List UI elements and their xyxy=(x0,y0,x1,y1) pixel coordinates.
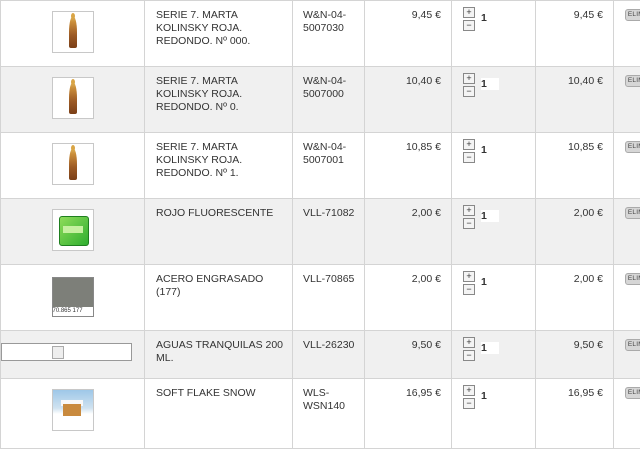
increment-button[interactable]: + xyxy=(463,139,475,150)
quantity-stepper[interactable]: + − 1 xyxy=(463,385,535,409)
quantity-input[interactable]: 1 xyxy=(481,144,499,156)
quantity-input[interactable]: 1 xyxy=(481,276,499,288)
line-total: 9,45 € xyxy=(536,1,614,67)
table-row: ROJO FLUORESCENTE VLL-71082 2,00 € + − 1… xyxy=(1,199,640,265)
product-ref: W&N-04-5007001 xyxy=(293,133,365,199)
unit-price: 9,50 € xyxy=(365,331,452,379)
decrement-button[interactable]: − xyxy=(463,284,475,295)
quantity-stepper[interactable]: + − 1 xyxy=(463,73,535,97)
decrement-button[interactable]: − xyxy=(463,398,475,409)
decrement-button[interactable]: − xyxy=(463,20,475,31)
remove-button[interactable]: ELIMINAR xyxy=(625,141,640,153)
table-row: SERIE 7. MARTA KOLINSKY ROJA. REDONDO. N… xyxy=(1,1,640,67)
quantity-stepper[interactable]: + − 1 xyxy=(463,271,535,295)
quantity-input[interactable]: 1 xyxy=(481,210,499,222)
line-total: 2,00 € xyxy=(536,265,614,331)
quantity-stepper[interactable]: + − 1 xyxy=(463,337,535,361)
increment-button[interactable]: + xyxy=(463,271,475,282)
line-total: 10,85 € xyxy=(536,133,614,199)
unit-price: 10,85 € xyxy=(365,133,452,199)
line-total: 9,50 € xyxy=(536,331,614,379)
line-total: 16,95 € xyxy=(536,379,614,449)
product-ref: W&N-04-5007030 xyxy=(293,1,365,67)
line-total: 10,40 € xyxy=(536,67,614,133)
quantity-stepper[interactable]: + − 1 xyxy=(463,7,535,31)
product-ref: VLL-70865 xyxy=(293,265,365,331)
remove-button[interactable]: ELIMINAR xyxy=(625,75,640,87)
broken-image-icon[interactable] xyxy=(1,343,132,361)
remove-button[interactable]: ELIMINAR xyxy=(625,387,640,399)
product-name[interactable]: SERIE 7. MARTA KOLINSKY ROJA. REDONDO. N… xyxy=(145,133,293,199)
unit-price: 10,40 € xyxy=(365,67,452,133)
quantity-input[interactable]: 1 xyxy=(481,390,499,402)
unit-price: 2,00 € xyxy=(365,199,452,265)
product-name[interactable]: ACERO ENGRASADO (177) xyxy=(145,265,293,331)
table-row: 70.865 177 ACERO ENGRASADO (177) VLL-708… xyxy=(1,265,640,331)
increment-button[interactable]: + xyxy=(463,205,475,216)
product-name[interactable]: ROJO FLUORESCENTE xyxy=(145,199,293,265)
line-total: 2,00 € xyxy=(536,199,614,265)
brush-icon[interactable] xyxy=(52,143,94,185)
brush-icon[interactable] xyxy=(52,77,94,119)
product-ref: VLL-26230 xyxy=(293,331,365,379)
remove-button[interactable]: ELIMINAR xyxy=(625,339,640,351)
product-ref: W&N-04-5007000 xyxy=(293,67,365,133)
product-name[interactable]: SERIE 7. MARTA KOLINSKY ROJA. REDONDO. N… xyxy=(145,67,293,133)
brush-icon[interactable] xyxy=(52,11,94,53)
decrement-button[interactable]: − xyxy=(463,86,475,97)
table-row: SERIE 7. MARTA KOLINSKY ROJA. REDONDO. N… xyxy=(1,133,640,199)
product-name[interactable]: SOFT FLAKE SNOW xyxy=(145,379,293,449)
decrement-button[interactable]: − xyxy=(463,152,475,163)
increment-button[interactable]: + xyxy=(463,7,475,18)
color-swatch[interactable]: 70.865 177 xyxy=(52,277,94,317)
quantity-input[interactable]: 1 xyxy=(481,342,499,354)
quantity-input[interactable]: 1 xyxy=(481,78,499,90)
unit-price: 9,45 € xyxy=(365,1,452,67)
table-row: AGUAS TRANQUILAS 200 ML. VLL-26230 9,50 … xyxy=(1,331,640,379)
increment-button[interactable]: + xyxy=(463,337,475,348)
quantity-input[interactable]: 1 xyxy=(481,12,499,24)
paint-jar-icon[interactable] xyxy=(52,209,94,251)
product-name[interactable]: AGUAS TRANQUILAS 200 ML. xyxy=(145,331,293,379)
remove-button[interactable]: ELIMINAR xyxy=(625,9,640,21)
decrement-button[interactable]: − xyxy=(463,350,475,361)
product-ref: WLS-WSN140 xyxy=(293,379,365,449)
snow-scene-image[interactable] xyxy=(52,389,94,431)
product-name[interactable]: SERIE 7. MARTA KOLINSKY ROJA. REDONDO. N… xyxy=(145,1,293,67)
increment-button[interactable]: + xyxy=(463,385,475,396)
swatch-code: 70.865 177 xyxy=(53,307,93,316)
increment-button[interactable]: + xyxy=(463,73,475,84)
decrement-button[interactable]: − xyxy=(463,218,475,229)
unit-price: 16,95 € xyxy=(365,379,452,449)
remove-button[interactable]: ELIMINAR xyxy=(625,207,640,219)
product-ref: VLL-71082 xyxy=(293,199,365,265)
quantity-stepper[interactable]: + − 1 xyxy=(463,139,535,163)
remove-button[interactable]: ELIMINAR xyxy=(625,273,640,285)
unit-price: 2,00 € xyxy=(365,265,452,331)
quantity-stepper[interactable]: + − 1 xyxy=(463,205,535,229)
table-row: SERIE 7. MARTA KOLINSKY ROJA. REDONDO. N… xyxy=(1,67,640,133)
table-row: SOFT FLAKE SNOW WLS-WSN140 16,95 € + − 1… xyxy=(1,379,640,449)
